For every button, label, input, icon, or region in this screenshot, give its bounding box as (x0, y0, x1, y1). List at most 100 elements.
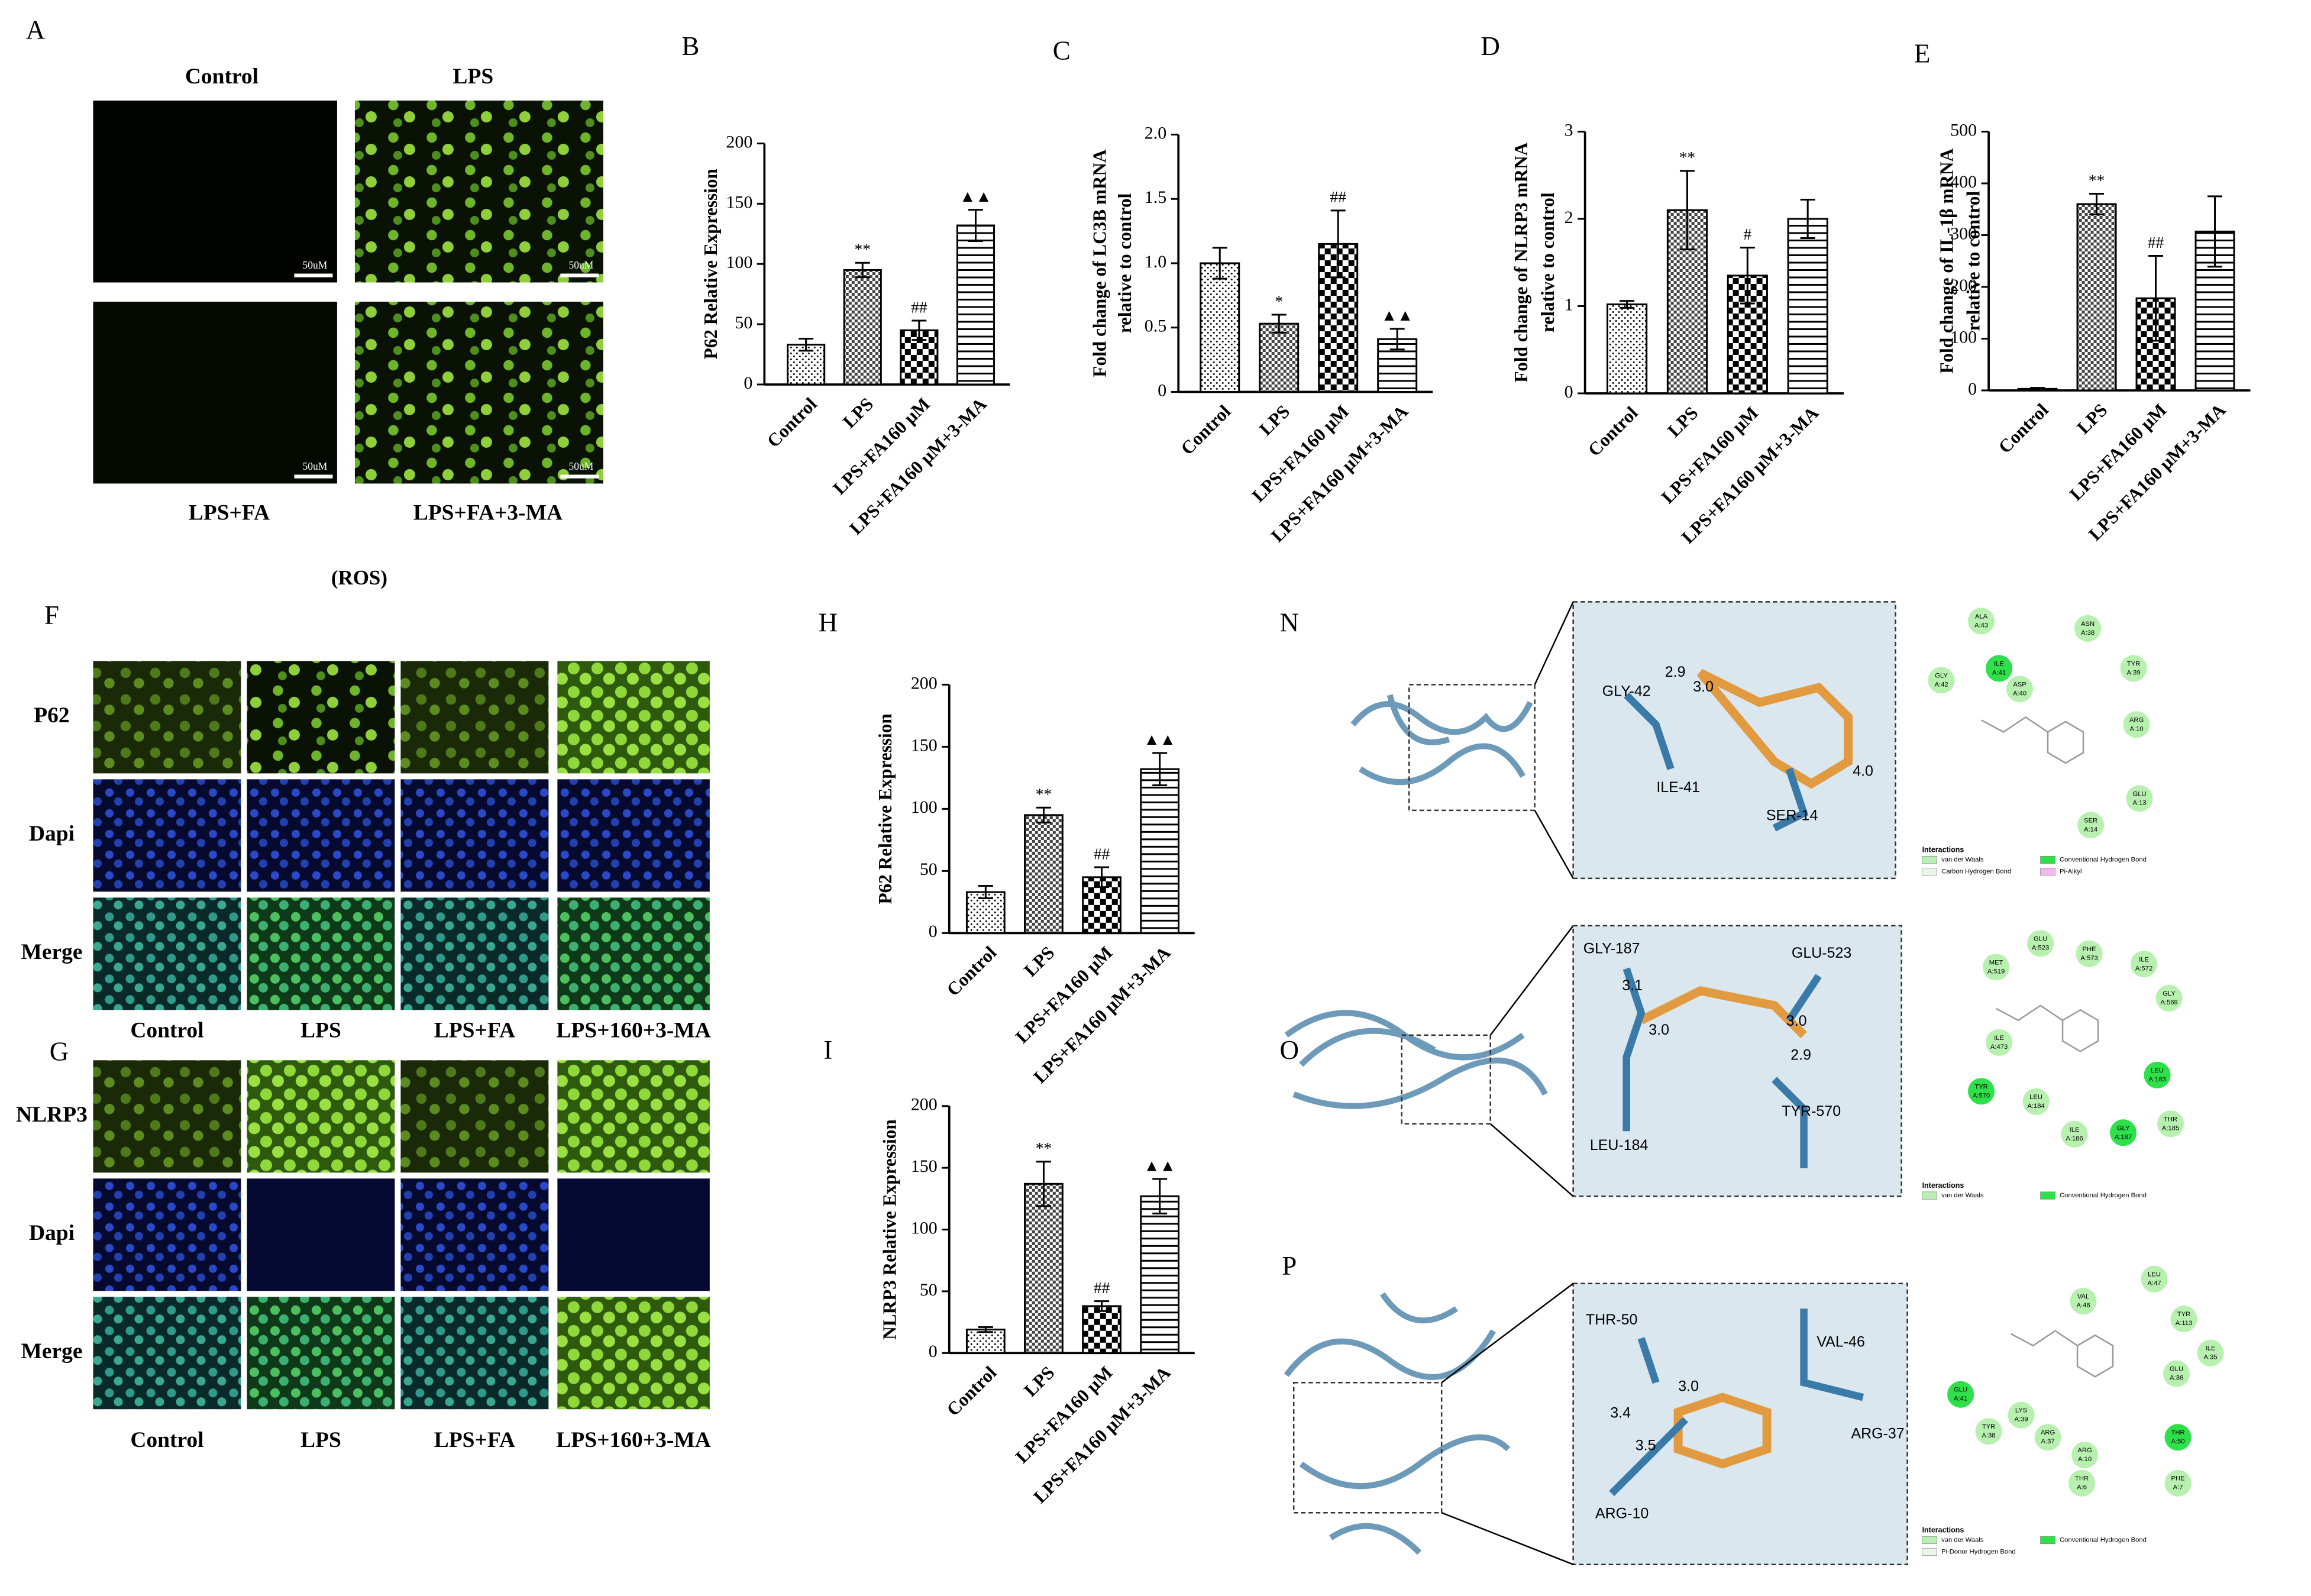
legend-label: Pi-Donor Hydrogen Bond (1941, 1548, 2016, 1555)
error-bar (2148, 254, 2164, 342)
residue-id: A:38 (1982, 1432, 1996, 1439)
residue-id: A:14 (2084, 826, 2097, 833)
significance-label: ## (911, 298, 927, 316)
error-bar (1620, 300, 1635, 309)
micrograph (93, 1297, 241, 1410)
residue-name: PHE (2171, 1475, 2185, 1482)
error-bar (1740, 247, 1755, 305)
micrograph (93, 897, 241, 1010)
residue-name: GLY (2163, 990, 2176, 997)
residue-id: A:184 (2027, 1103, 2044, 1110)
error-bar (1389, 328, 1405, 351)
significance-label: ** (855, 241, 871, 259)
y-tick-label: 100 (911, 1218, 938, 1238)
legend-label: Conventional Hydrogen Bond (2060, 1536, 2147, 1543)
significance-label: ▲▲ (1143, 731, 1175, 748)
residue-node (2076, 940, 2103, 967)
bar (965, 1329, 1006, 1354)
residue-node (1986, 1029, 2013, 1056)
panel-label: G (50, 1037, 69, 1067)
x-tick-label: Control (942, 942, 1000, 1000)
panel-label: C (1053, 35, 1071, 65)
y-tick-label: 2.0 (1145, 123, 1166, 143)
residue-node (2170, 1306, 2197, 1333)
column-label: LPS+FA (189, 501, 270, 525)
residue-id: A:46 (2076, 1302, 2090, 1309)
residue-name: ARG (2077, 1447, 2092, 1454)
y-tick-label: 0.5 (1145, 316, 1166, 336)
residue-node (2074, 615, 2102, 642)
residue-id: A:473 (1990, 1043, 2008, 1051)
residue-name: THR (2075, 1475, 2089, 1482)
bar (1024, 814, 1064, 934)
column-label: LPS (300, 1018, 341, 1042)
micrograph (93, 101, 337, 283)
connector (1441, 1512, 1574, 1565)
x-tick-label: LPS (1663, 402, 1702, 441)
column-label: Control (130, 1428, 203, 1452)
micrograph (93, 1060, 241, 1173)
bar (1606, 303, 1648, 395)
distance-label: 2.9 (1790, 1046, 1811, 1063)
residue-name: ILE (2206, 1345, 2216, 1352)
micrograph (354, 101, 603, 283)
connector (1534, 810, 1574, 879)
residue-name: TYR (1982, 1423, 1995, 1430)
y-tick-label: 50 (735, 313, 752, 332)
micrograph (247, 1178, 395, 1291)
y-tick-label: 300 (1950, 224, 1977, 243)
residue-label: GLY-187 (1583, 940, 1640, 957)
legend-label: Conventional Hydrogen Bond (2060, 857, 2147, 864)
residue-node (1986, 655, 2013, 682)
legend-swatch (1922, 855, 1937, 864)
residue-id: A:41 (1954, 1395, 1967, 1403)
column-label: LPS (453, 64, 494, 89)
column-label: Control (185, 64, 258, 89)
y-axis-label: relative to control (1963, 191, 1984, 331)
micrograph (400, 1060, 549, 1173)
legend-label: van der Waals (1941, 857, 1984, 864)
legend-swatch (1922, 1191, 1937, 1200)
y-tick-label: 0 (1565, 382, 1573, 402)
panel-label: N (1279, 608, 1299, 638)
micrograph (557, 661, 710, 774)
micrograph (557, 1297, 710, 1410)
inset (1572, 925, 1902, 1197)
y-tick-label: 200 (1950, 276, 1977, 295)
y-tick-label: 0 (929, 1342, 938, 1361)
x-tick-label: LPS (1020, 1362, 1058, 1401)
y-axis-label: relative to control (1114, 193, 1135, 333)
significance-label: ## (1094, 1279, 1110, 1297)
bar (843, 269, 882, 386)
error-bar (968, 209, 983, 243)
micrograph (400, 1178, 549, 1291)
column-label: LPS+160+3-MA (556, 1428, 710, 1452)
bar (1082, 1305, 1121, 1354)
significance-label: ▲▲ (1381, 306, 1413, 324)
y-axis-label: Fold change of NLRP3 mRNA (1511, 142, 1531, 382)
row-label: Merge (21, 940, 82, 964)
inset (1572, 1282, 1908, 1565)
residue-label: ILE-41 (1656, 779, 1700, 796)
micrograph (557, 1178, 710, 1291)
bar (1200, 262, 1240, 393)
residue-name: VAL (2077, 1293, 2089, 1300)
residue-id: A:42 (1935, 681, 1948, 688)
row-label: Dapi (29, 822, 75, 846)
column-label: LPS+FA+3-MA (413, 501, 563, 525)
x-tick-label: Control (1176, 401, 1234, 459)
zoom-box (1408, 684, 1536, 812)
ligand-2d (1980, 716, 2114, 1378)
significance-label: ## (2148, 234, 2164, 251)
residue-name: ILE (1994, 660, 2004, 667)
significance-label: # (1743, 225, 1751, 243)
residue-id: A:38 (2081, 629, 2095, 637)
micrograph (557, 779, 710, 892)
residue-label: GLU-523 (1792, 945, 1851, 961)
residue-name: TYR (2177, 1311, 2190, 1318)
residue-node (2061, 1120, 2088, 1148)
error-bar (2030, 387, 2045, 391)
x-tick-label: LPS (1020, 942, 1058, 981)
micrograph (247, 897, 395, 1010)
legend-swatch (1922, 867, 1937, 876)
